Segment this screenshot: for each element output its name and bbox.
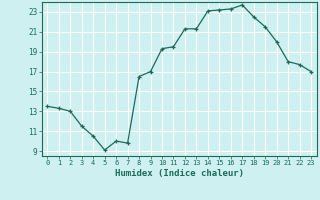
X-axis label: Humidex (Indice chaleur): Humidex (Indice chaleur) [115, 169, 244, 178]
